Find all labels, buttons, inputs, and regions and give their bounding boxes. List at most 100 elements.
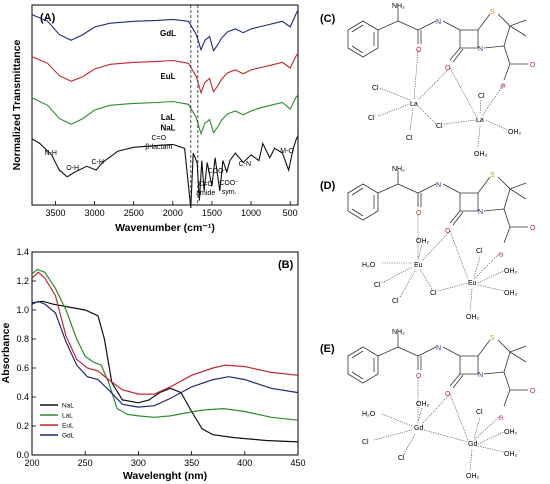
uvvis-legend-label-lal: LaL — [62, 413, 73, 420]
uvvis-y-axis-label: Absorbance — [0, 323, 12, 384]
gd-cl1-label: Cl — [362, 439, 369, 446]
eu-cl1-label: Cl — [374, 282, 381, 289]
uvvis-y-tick-label: 0.8 — [16, 334, 29, 344]
gd-cl3-label: Cl — [476, 409, 483, 416]
ftir-series-eul — [31, 52, 299, 95]
eu-metal2-label: Eu — [468, 280, 477, 287]
gd-amine-label: NH₂ — [392, 329, 405, 336]
ftir-x-tick-label: 1000 — [241, 208, 261, 218]
ftir-annotation: COO⁻ — [208, 168, 228, 175]
gd-carboxylate-o-label: O — [530, 388, 536, 395]
ftir-series-label-lal: LaL — [161, 113, 175, 122]
la-cl5-label: Cl — [478, 93, 485, 100]
la-carbonyl-o-label: O — [416, 47, 422, 54]
uvvis-series-group — [31, 268, 299, 443]
uvvis-legend-label-gdl: GdL — [62, 433, 75, 440]
eu-water3-label: OH₂ — [466, 314, 480, 321]
gd-metal1-label: Gd — [414, 425, 423, 432]
ftir-x-tick-label: 1500 — [202, 208, 222, 218]
gd-amide-n-label: N — [436, 345, 441, 352]
ftir-annotation: COO⁻ — [219, 180, 239, 187]
la-cl3-label: Cl — [406, 135, 413, 142]
gd-water3-label: OH₂ — [466, 473, 480, 480]
ftir-series-label-eul: EuL — [160, 72, 175, 81]
gd-carboxylate-o2-label: ⊖ — [498, 415, 504, 422]
gd-ring-n-label: N — [478, 372, 483, 379]
eu-water2-label: OH₂ — [504, 290, 518, 297]
ftir-x-axis-label: Wavenumber (cm⁻¹) — [115, 222, 215, 234]
gd-carbonyl-o-label: O — [416, 373, 422, 380]
eu-amide-n-label: N — [436, 182, 441, 189]
gd-water-left-label: H₂O — [362, 411, 376, 418]
eu-cl3-label: Cl — [430, 290, 437, 297]
uvvis-x-axis-label: Wavelenght (nm) — [123, 470, 207, 482]
structure-gd: (E) NH₂ N S N O O O ⊖ Gd Gd H₂O OH₂ Cl C… — [320, 329, 536, 480]
ftir-annotations: N-H O-H C-H C=O β-lactam C=O amide COO⁻ COO⁻ sym.… — [45, 135, 295, 197]
la-amine-label: NH₂ — [392, 3, 405, 10]
uvvis-x-tick-label: 400 — [237, 458, 252, 468]
gd-water1-label: OH₂ — [504, 429, 518, 436]
ftir-annotation: O-H — [66, 165, 79, 172]
ftir-annotation: amide — [196, 190, 215, 197]
la-metal2-label: La — [476, 117, 484, 124]
uvvis-legend: NaL LaL EuL GdL — [40, 403, 75, 440]
la-sulfur-label: S — [490, 9, 495, 16]
ftir-annotation: M-O — [280, 148, 294, 155]
uvvis-y-tick-label: 0.6 — [16, 363, 29, 373]
ftir-x-tick-label: 500 — [283, 208, 298, 218]
uvvis-series-gdl — [31, 300, 299, 408]
eu-metal1-label: Eu — [414, 262, 423, 269]
la-cl2-label: Cl — [368, 115, 375, 122]
la-ring-n-label: N — [478, 46, 483, 53]
structure-eu-panel-label: (D) — [320, 180, 336, 192]
gd-sulfur-label: S — [490, 335, 495, 342]
la-water2-label: OH₂ — [474, 151, 488, 158]
uvvis-panel-label: (B) — [278, 259, 294, 271]
ftir-x-tick-label: 2500 — [124, 208, 144, 218]
ftir-annotation: β-lactam — [145, 144, 172, 151]
structure-la: (C) NH₂ N S N O O O ⊖ La La Cl Cl Cl Cl … — [320, 3, 536, 158]
uvvis-y-tick-label: 1.4 — [16, 247, 29, 257]
gd-cl2-label: Cl — [398, 455, 405, 462]
eu-carbonyl-o-label: O — [416, 210, 422, 217]
ftir-plot-frame — [31, 4, 299, 206]
uvvis-series-eul — [31, 271, 299, 395]
ftir-series-label-gdl: GdL — [160, 29, 176, 38]
eu-cl4-label: Cl — [476, 248, 483, 255]
eu-carboxylate-o-label: O — [530, 225, 536, 232]
la-metal1-label: La — [410, 101, 418, 108]
structure-eu: (D) NH₂ N S N O O O ⊖ Eu Eu H₂O OH₂ Cl C… — [320, 166, 536, 321]
eu-carboxylate-o2-label: ⊖ — [498, 252, 504, 259]
eu-ring-n-label: N — [478, 209, 483, 216]
eu-water1-label: OH₂ — [504, 268, 518, 275]
ftir-annotation: C-N — [239, 161, 251, 168]
uvvis-y-tick-label: 1.0 — [16, 305, 29, 315]
ftir-series-nal — [31, 135, 299, 209]
ftir-x-tick-label: 3500 — [45, 208, 65, 218]
uvvis-x-tick-label: 200 — [24, 458, 39, 468]
uvvis-y-tick-label: 0.4 — [16, 392, 29, 402]
uvvis-series-nal — [31, 300, 299, 443]
ftir-panel-label: (A) — [40, 12, 56, 24]
eu-water-left-label: H₂O — [362, 262, 376, 269]
ftir-x-tick-label: 2000 — [163, 208, 183, 218]
uvvis-x-tick-label: 300 — [131, 458, 146, 468]
gd-water-top-label: OH₂ — [416, 401, 430, 408]
eu-amine-label: NH₂ — [392, 166, 405, 173]
uvvis-x-tick-label: 250 — [78, 458, 93, 468]
la-cl4-label: Cl — [436, 123, 443, 130]
la-carboxylate-o-label: O — [530, 62, 536, 69]
ftir-series-label-nal: NaL — [160, 123, 175, 132]
la-water1-label: OH₂ — [508, 129, 522, 136]
gd-lactam-o-label: O — [445, 391, 451, 398]
gd-water2-label: OH₂ — [504, 451, 518, 458]
la-carboxylate-o2-label: ⊖ — [500, 83, 506, 90]
gd-metal2-label: Gd — [468, 441, 477, 448]
ftir-annotation: C=O — [198, 181, 213, 188]
la-amide-n-label: N — [436, 19, 441, 26]
uvvis-plot-frame — [31, 251, 299, 456]
eu-water-top-label: OH₂ — [416, 238, 430, 245]
eu-lactam-o-label: O — [445, 228, 451, 235]
